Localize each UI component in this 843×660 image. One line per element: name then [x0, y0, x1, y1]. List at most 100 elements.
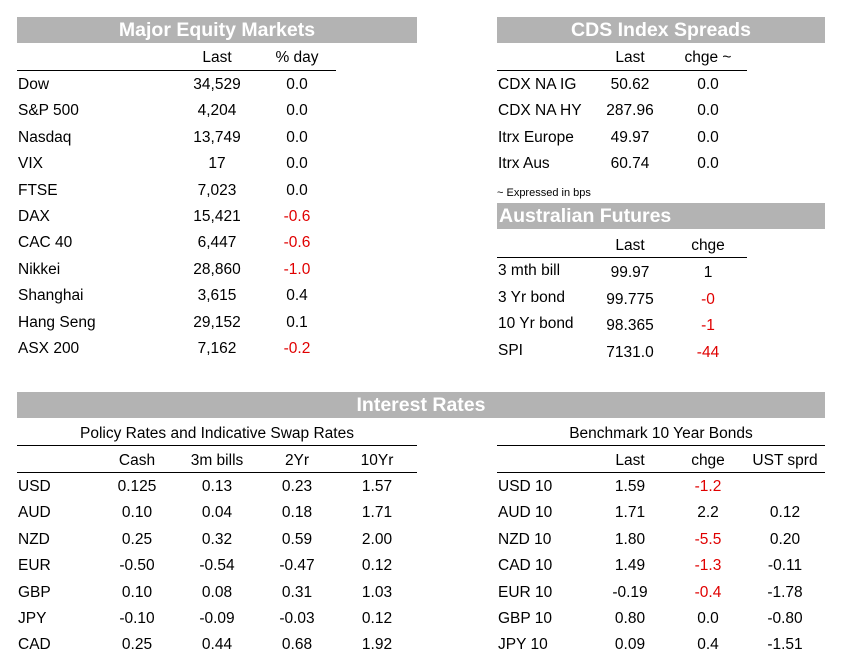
currency-name: EUR [18, 557, 51, 575]
bond-name: CAD 10 [498, 557, 553, 575]
last-value: 1.71 [614, 504, 646, 522]
last-value: 28,860 [193, 260, 241, 278]
last-value: 99.775 [606, 290, 654, 308]
last-value: 1.59 [614, 478, 646, 495]
pct-day-value: 0.0 [286, 155, 308, 173]
index-name: Itrx Europe [498, 128, 574, 146]
contract-name: SPI [498, 341, 523, 359]
contract-name: 10 Yr bond [498, 315, 574, 333]
market-name: FTSE [18, 181, 58, 199]
pct-day-value: 0.0 [286, 102, 308, 120]
rate-value: 0.23 [281, 478, 313, 495]
market-name: ASX 200 [18, 340, 80, 357]
pct-day-value: -0.6 [283, 234, 311, 252]
rate-value: 1.71 [361, 504, 393, 522]
rate-value: -0.09 [199, 610, 235, 627]
last-value: 1.80 [614, 530, 646, 548]
rate-value: 1.57 [361, 478, 393, 495]
change-value: -0.4 [694, 583, 722, 601]
currency-name: CAD [18, 636, 51, 654]
contract-name: 3 Yr bond [498, 288, 565, 306]
currency-name: AUD [18, 504, 51, 522]
pct-day-value: -0.2 [283, 340, 311, 357]
change-value: 2.2 [697, 504, 719, 522]
column-header: Cash [118, 452, 156, 469]
currency-name: GBP [18, 583, 51, 601]
header-divider [497, 70, 747, 71]
change-value: -0 [701, 290, 715, 308]
market-name: Shanghai [18, 287, 84, 305]
ust-spread-value: -1.51 [767, 636, 803, 654]
change-value: 0.0 [697, 102, 719, 120]
bond-name: AUD 10 [498, 504, 553, 522]
market-name: Hang Seng [18, 313, 96, 331]
last-value: 49.97 [610, 128, 650, 146]
bond-name: EUR 10 [498, 583, 553, 601]
rate-value: 0.12 [361, 557, 393, 575]
last-value: 7131.0 [606, 343, 654, 361]
last-value: 0.80 [614, 610, 646, 627]
rate-value: 0.08 [201, 583, 233, 601]
change-value: -5.5 [694, 530, 722, 548]
change-value: 0.4 [697, 636, 719, 654]
rate-value: 0.59 [281, 530, 313, 548]
market-name: S&P 500 [18, 102, 79, 120]
market-name: DAX [18, 208, 50, 225]
market-name: Nikkei [18, 260, 61, 278]
column-header: chge [691, 237, 725, 254]
australian-futures-title: Australian Futures [497, 203, 825, 229]
column-header: Last [202, 49, 232, 66]
interest-rates-title: Interest Rates [17, 392, 825, 418]
last-value: 0.09 [614, 636, 646, 654]
rate-value: 0.10 [121, 583, 153, 601]
currency-name: USD [18, 478, 51, 495]
rate-value: 0.25 [121, 530, 153, 548]
cds-spreads-title: CDS Index Spreads [497, 17, 825, 43]
rate-value: -0.50 [119, 557, 155, 575]
rate-value: 0.31 [281, 583, 313, 601]
column-header: 3m bills [190, 452, 244, 469]
benchmark-bonds-subtitle: Benchmark 10 Year Bonds [569, 425, 753, 442]
pct-day-value: 0.4 [286, 287, 308, 305]
column-header: % day [275, 49, 319, 66]
bond-name: NZD 10 [498, 530, 552, 548]
pct-day-value: 0.1 [286, 313, 308, 331]
market-name: Dow [18, 76, 50, 93]
pct-day-value: -0.6 [283, 208, 311, 225]
policy-rates-subtitle: Policy Rates and Indicative Swap Rates [80, 425, 354, 442]
index-name: CDX NA HY [498, 102, 582, 120]
ust-spread-value: 0.20 [769, 530, 801, 548]
ust-spread-value: -1.78 [767, 583, 803, 601]
rate-value: 0.44 [201, 636, 233, 654]
bond-name: GBP 10 [498, 610, 553, 627]
header-divider [497, 472, 825, 473]
last-value: 15,421 [193, 208, 241, 225]
market-name: Nasdaq [18, 128, 72, 146]
last-value: 98.365 [606, 317, 654, 335]
last-value: 29,152 [193, 313, 241, 331]
rate-value: 1.92 [361, 636, 393, 654]
rate-value: 0.04 [201, 504, 233, 522]
equity-markets-title: Major Equity Markets [17, 17, 417, 43]
market-name: VIX [18, 155, 43, 173]
bond-name: JPY 10 [498, 636, 548, 654]
rate-value: 0.68 [281, 636, 313, 654]
change-value: 1 [703, 264, 713, 281]
pct-day-value: 0.0 [286, 128, 308, 146]
ust-spread-value: 0.12 [769, 504, 801, 522]
change-value: 0.0 [697, 76, 719, 93]
rate-value: 0.13 [201, 478, 233, 495]
rate-value: 0.10 [121, 504, 153, 522]
column-header: 2Yr [284, 452, 310, 469]
ust-spread-value: -0.80 [767, 610, 803, 627]
last-value: -0.19 [612, 583, 648, 601]
rate-value: 0.18 [281, 504, 313, 522]
last-value: 3,615 [197, 287, 237, 305]
column-header: 10Yr [360, 452, 394, 469]
change-value: 0.0 [697, 155, 719, 173]
currency-name: JPY [18, 610, 47, 627]
last-value: 6,447 [197, 234, 237, 252]
rate-value: 0.12 [361, 610, 393, 627]
bond-name: USD 10 [498, 478, 553, 495]
rate-value: 0.32 [201, 530, 233, 548]
